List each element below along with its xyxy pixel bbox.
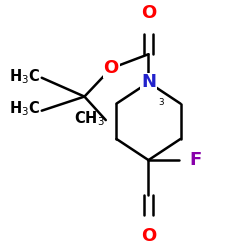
Text: N: N [141,74,156,92]
Text: H$_3$C: H$_3$C [9,67,40,86]
Text: O: O [141,227,156,245]
Text: $_3$: $_3$ [158,96,165,108]
Text: O: O [104,59,119,77]
Text: H$_3$C: H$_3$C [9,100,40,118]
Text: CH$_3$: CH$_3$ [74,110,104,128]
Text: O: O [141,4,156,22]
Text: F: F [190,151,202,169]
